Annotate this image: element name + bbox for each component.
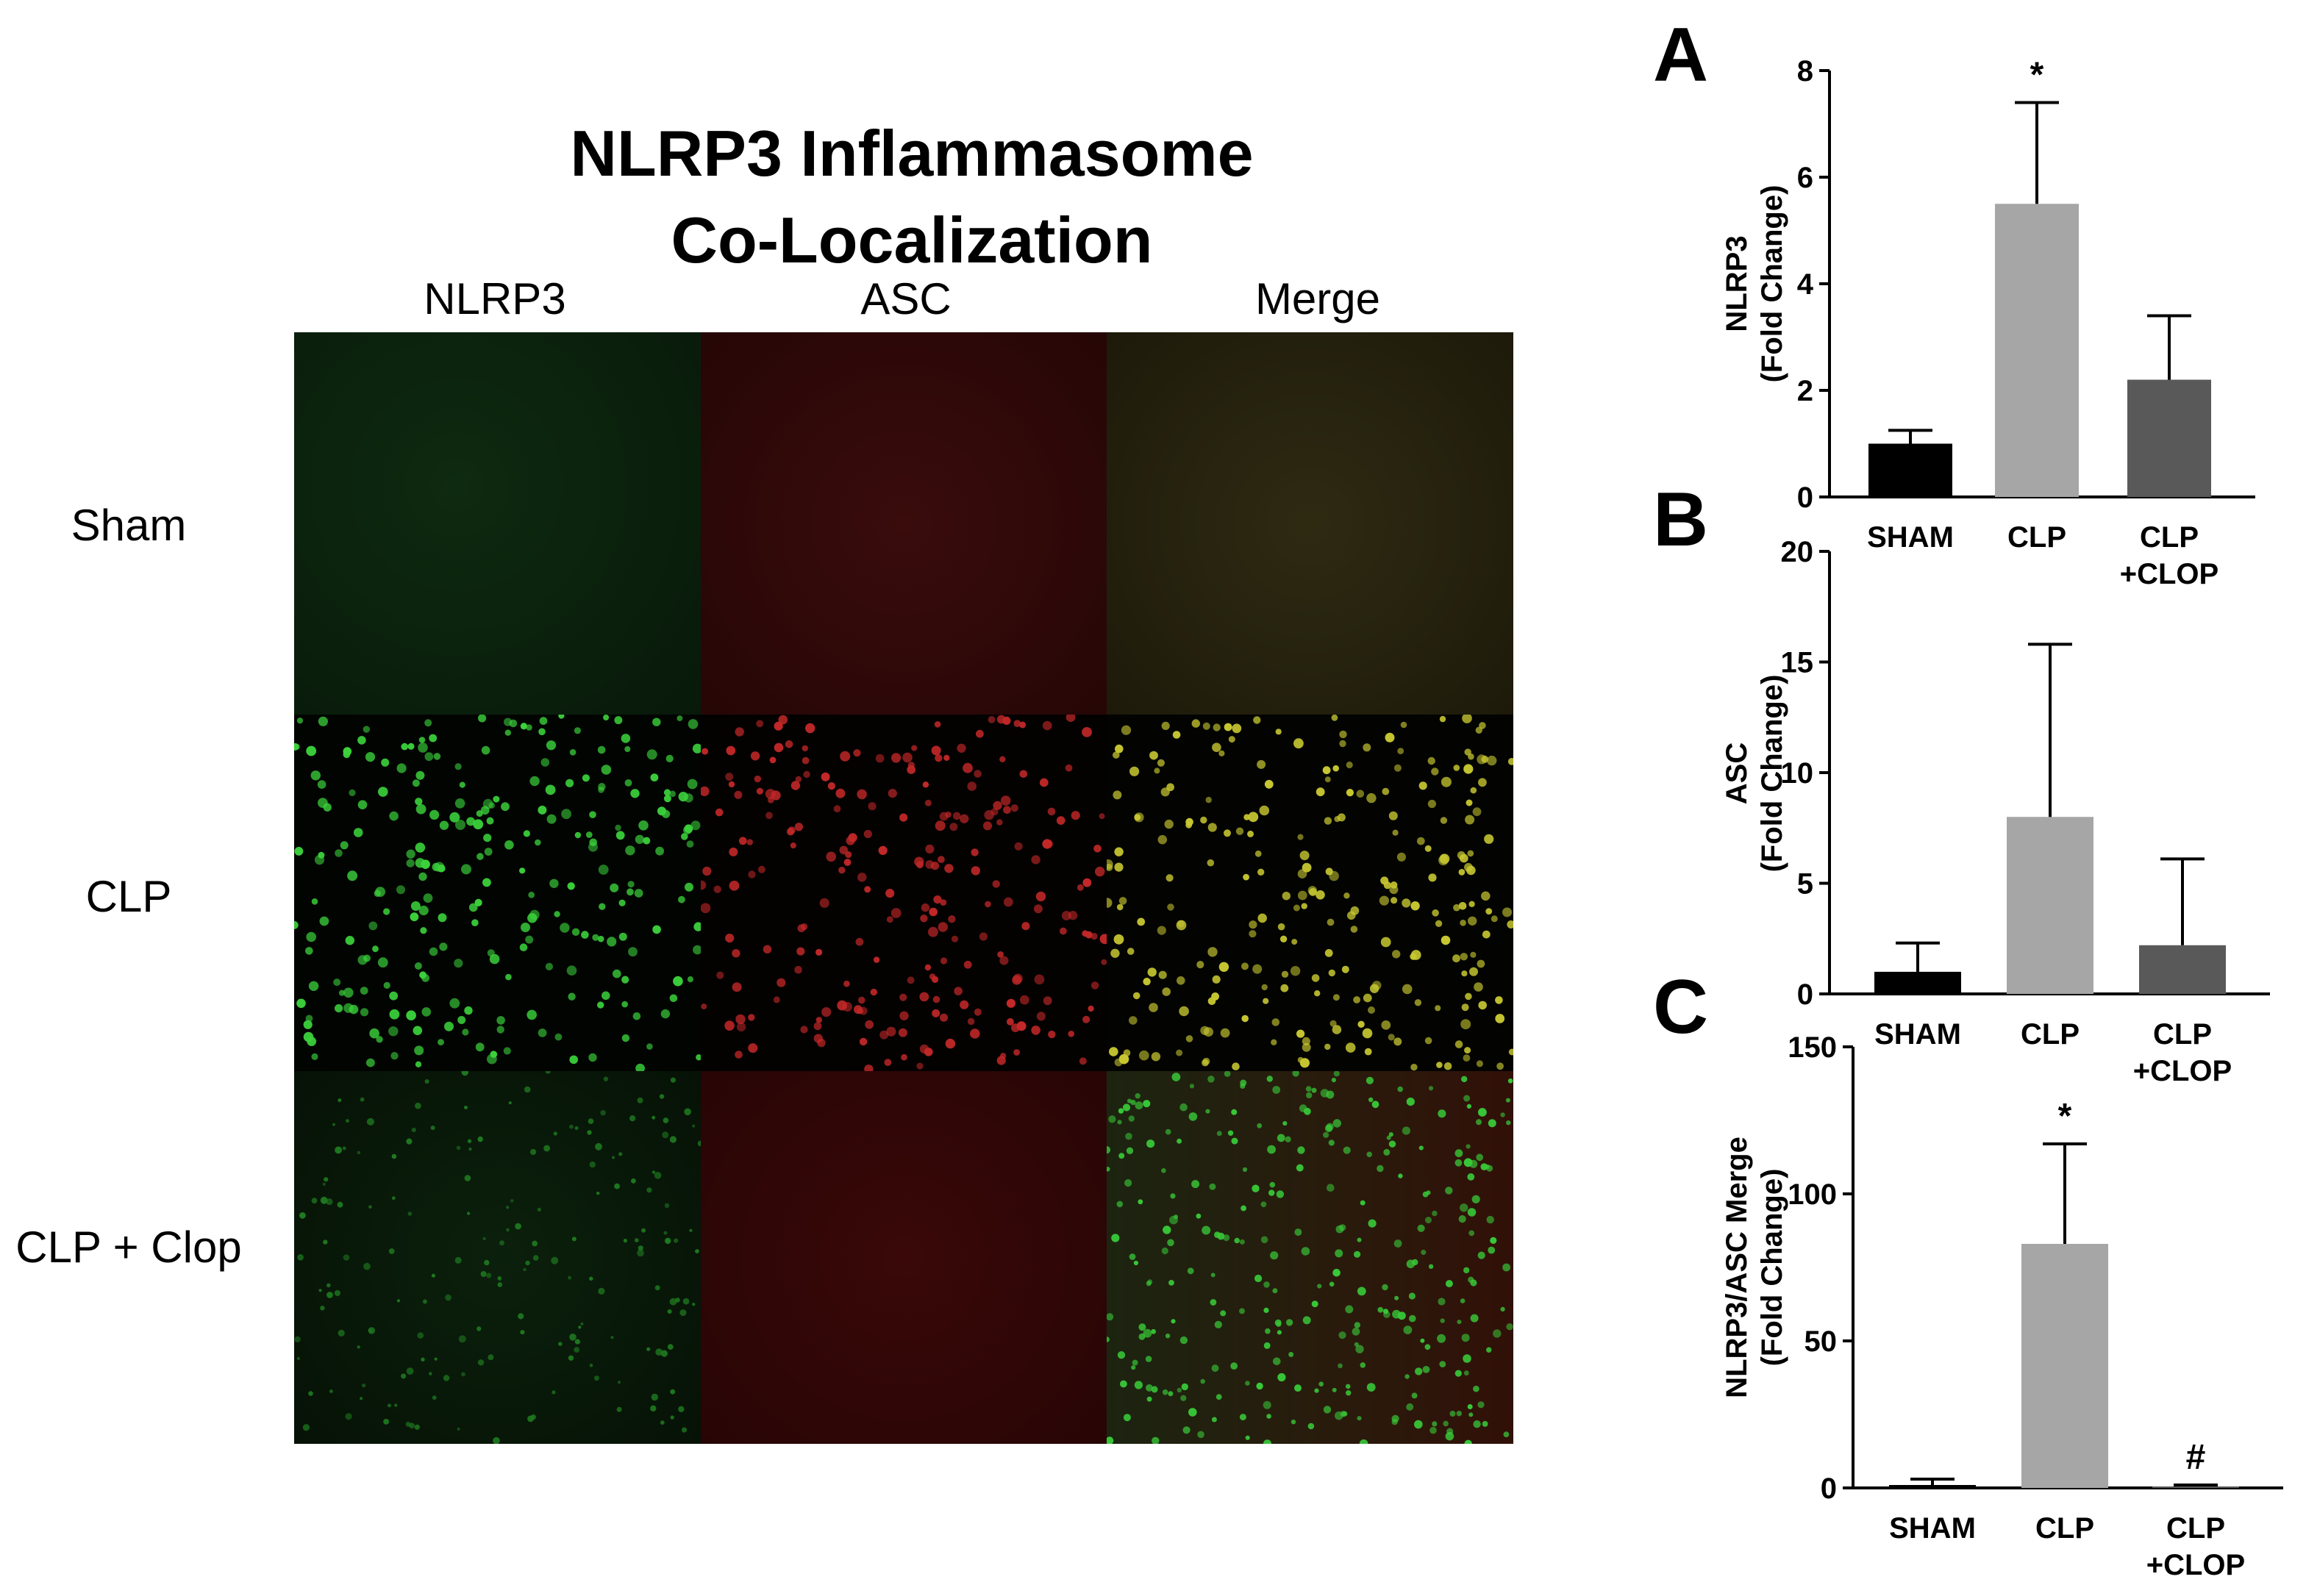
bar-b-0 [1874,971,1961,994]
bar-a-1 [1995,204,2079,497]
significance-marker-c-2: # [2186,1438,2206,1477]
y-axis-label-line: ASC [1721,742,1753,804]
bar-b-1 [2007,817,2093,994]
panel-label-a: A [1653,12,1708,98]
category-label-c-2: CLP [2166,1512,2225,1545]
y-tick-label-a: 2 [1797,375,1813,407]
micrograph-clp-clop-merge [1107,1071,1513,1444]
category-label-a-0: SHAM [1867,521,1954,554]
category-label-a-2: CLP [2140,521,2199,554]
bar-a-2 [2127,379,2211,497]
category-label-b-2: +CLOP [2133,1055,2232,1087]
micrograph-clp-clop-nlrp3 [294,1071,701,1444]
y-axis-label-line: NLRP3/ASC Merge [1721,1137,1753,1398]
y-tick-label-b: 0 [1797,978,1813,1011]
row-label-clp: CLP [85,872,172,921]
significance-marker-a-1: * [2030,56,2044,95]
y-axis-label-c: NLRP3/ASC Merge (Fold Change) [1721,1137,1788,1398]
y-tick-label-c: 100 [1788,1178,1837,1211]
micrograph-clp-clop-asc [701,1071,1107,1444]
category-label-a-1: CLP [2007,521,2066,554]
y-tick-label-c: 50 [1805,1325,1838,1358]
row-label-sham: Sham [71,501,187,550]
y-tick-label-b: 10 [1781,757,1814,790]
y-axis-label-line: (Fold Change) [1756,185,1788,383]
y-tick-label-a: 6 [1797,162,1813,194]
bar-a-0 [1868,443,1952,497]
category-label-b-0: SHAM [1874,1018,1961,1051]
y-axis-label-line: (Fold Change) [1756,1169,1788,1367]
y-axis-label-line: NLRP3 [1721,235,1753,332]
panel-label-c: C [1653,965,1708,1050]
y-axis-label-a: NLRP3 (Fold Change) [1721,185,1788,383]
bar-c-2 [2152,1486,2239,1488]
bar-c-1 [2021,1244,2108,1488]
y-tick-label-a: 4 [1797,268,1814,301]
panel-label-b: B [1653,477,1708,562]
column-label-asc: ASC [860,274,952,323]
bar-c-0 [1889,1485,1976,1488]
column-label-nlrp3: NLRP3 [424,274,566,323]
row-label-clp-clop: CLP + Clop [15,1223,242,1272]
micrograph-sham-nlrp3 [294,332,701,715]
column-label-merge: Merge [1254,274,1381,323]
micrograph-grid [294,332,1513,1444]
figure-title: NLRP3 Inflammasome Co-Localization [412,110,1412,284]
y-tick-label-c: 150 [1788,1031,1837,1064]
micrograph-sham-merge [1107,332,1513,715]
figure-title-line-2: Co-Localization [671,204,1153,276]
figure-title-line-1: NLRP3 Inflammasome [570,117,1254,190]
y-tick-label-b: 15 [1781,647,1814,679]
micrograph-clp-nlrp3 [294,715,701,1071]
category-label-c-2: +CLOP [2146,1549,2245,1581]
y-tick-label-b: 20 [1781,536,1814,568]
category-label-c-0: SHAM [1889,1512,1976,1545]
significance-marker-c-1: * [2058,1097,2072,1136]
y-axis-label-line: (Fold Change) [1756,675,1788,873]
micrograph-clp-asc [701,715,1107,1071]
category-label-a-2: +CLOP [2120,558,2218,590]
y-axis-label-b: ASC (Fold Change) [1721,675,1788,873]
micrograph-sham-asc [701,332,1107,715]
y-tick-label-b: 5 [1797,868,1813,901]
micrograph-clp-merge [1107,715,1513,1071]
category-label-b-1: CLP [2021,1018,2080,1051]
category-label-c-1: CLP [2035,1512,2094,1545]
category-label-b-2: CLP [2153,1018,2212,1051]
y-tick-label-a: 8 [1797,55,1813,87]
bar-b-2 [2139,945,2226,994]
y-tick-label-c: 0 [1821,1472,1837,1505]
y-tick-label-a: 0 [1797,482,1813,514]
